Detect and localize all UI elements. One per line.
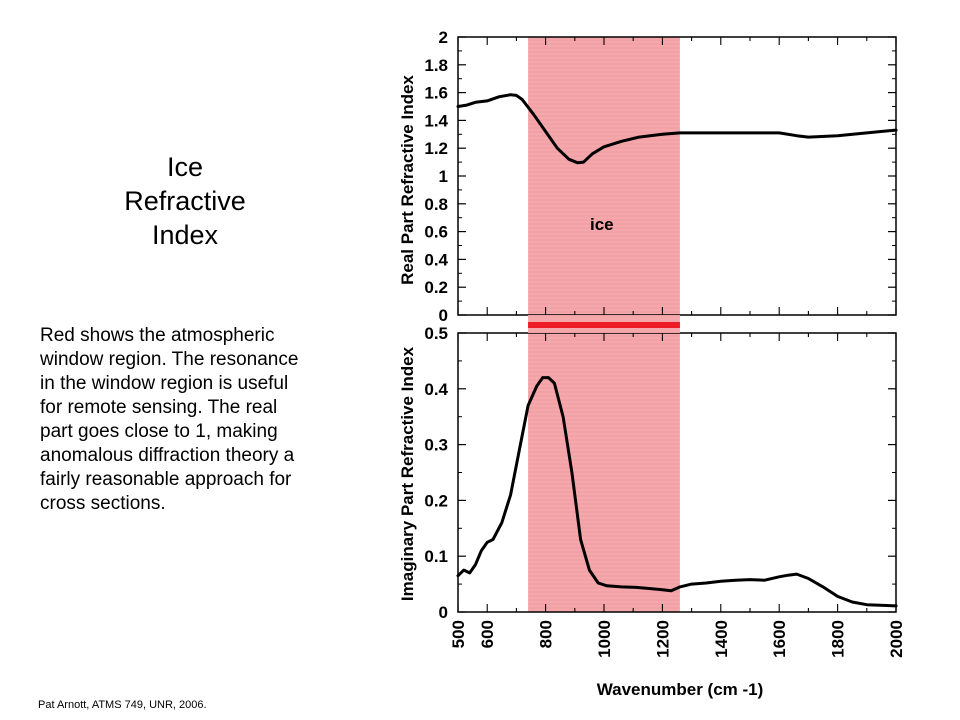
top-ytick-label: 0.6 [424, 223, 448, 242]
bot-xtick-label: 800 [537, 620, 556, 648]
bot-ytick-label: 0.5 [424, 324, 448, 343]
top-ytick-label: 1.2 [424, 139, 448, 158]
ice-annotation: ice [590, 215, 614, 234]
bot-window-region [528, 333, 680, 612]
bot-xtick-label: 1800 [829, 620, 848, 658]
top-ytick-label: 0 [439, 306, 448, 325]
window-region-bar [528, 322, 680, 328]
slide-body-text: Red shows the atmospheric window region.… [40, 325, 299, 514]
bot-xtick-label: 1400 [712, 620, 731, 658]
slide-title: Ice Refractive Index [124, 152, 246, 250]
bot-ytick-label: 0 [439, 603, 448, 622]
top-ytick-label: 0.2 [424, 278, 448, 297]
slide-footer: Pat Arnott, ATMS 749, UNR, 2006. [38, 699, 207, 711]
top-ytick-label: 1 [439, 167, 448, 186]
imaginary-part-plot: 0 0.1 0.2 0.3 0.4 0.5 500 600 800 1000 1200 1400 160… [424, 324, 906, 658]
top-ytick-label: 2 [439, 28, 448, 47]
x-axis-label: Wavenumber (cm -1) [597, 680, 764, 699]
top-ytick-label: 0.4 [424, 250, 448, 269]
bot-xtick-label: 1000 [595, 620, 614, 658]
bot-xtick-label: 1200 [653, 620, 672, 658]
bot-xtick-label: 2000 [887, 620, 906, 658]
bot-xtick-label: 1600 [770, 620, 789, 658]
bot-xtick-label: 500 [449, 620, 468, 648]
top-ytick-label: 1.4 [424, 111, 448, 130]
top-ytick-label: 0.8 [424, 195, 448, 214]
bot-data-line [456, 376, 898, 608]
bot-ytick-label: 0.4 [424, 380, 448, 399]
bot-ytick-label: 0.1 [424, 547, 448, 566]
real-part-plot: 0 0.2 0.4 0.6 0.8 1 1.2 1.4 1.6 1.8 2 [424, 28, 898, 325]
bottom-ylabel: Imaginary Part Refractive Index [398, 346, 417, 601]
top-data-line [456, 93, 898, 165]
top-ylabel: Real Part Refractive Index [398, 75, 417, 285]
bot-ytick-label: 0.3 [424, 436, 448, 455]
top-ytick-label: 1.8 [424, 56, 448, 75]
top-ytick-label: 1.6 [424, 84, 448, 103]
bot-ytick-label: 0.2 [424, 491, 448, 510]
bot-xtick-label: 600 [478, 620, 497, 648]
